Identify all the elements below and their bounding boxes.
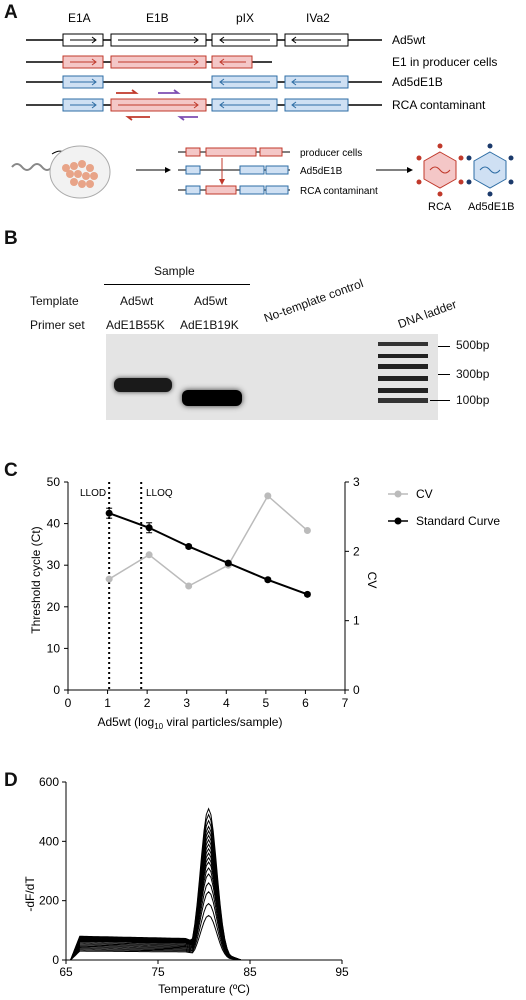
x-tick-label: 3: [183, 696, 190, 710]
data-point: [303, 590, 311, 598]
lane2-primer: AdE1B19K: [180, 318, 239, 332]
y-tick-label-left: 0: [53, 683, 60, 697]
y-tick-label-left: 30: [47, 558, 61, 572]
lane1-primer: AdE1B55K: [106, 318, 165, 332]
x-tick-label: 85: [243, 965, 257, 979]
y-axis-label-right: CV: [365, 572, 379, 589]
marker-tick-500: [438, 346, 450, 347]
ladder-band: [378, 354, 428, 358]
data-point: [185, 582, 193, 590]
y-tick-label-right: 0: [353, 683, 360, 697]
x-tick-label: 5: [263, 696, 270, 710]
data-point: [303, 527, 311, 535]
ladder-band: [378, 398, 428, 403]
y-tick-label-left: 20: [47, 600, 61, 614]
construct-label-ad5de1b: Ad5dE1B: [392, 75, 443, 89]
legend-standard-curve: Standard Curve: [416, 514, 500, 528]
ntc-label: No-template control: [262, 276, 366, 326]
primer-red-reverse: [125, 116, 150, 121]
data-point: [145, 551, 153, 559]
data-point: [224, 559, 232, 567]
panel-a-gene-map: E1A E1B pIX IVa2 Ad5wt E1 in producer ce…: [26, 11, 497, 121]
series-line: [108, 494, 308, 587]
data-point: [185, 542, 193, 550]
construct-label-rca: RCA contaminant: [392, 98, 486, 112]
panel-a-schematic: producer cells Ad5dE1B RCA contaminant R…: [11, 143, 514, 213]
melt-curve: [70, 807, 342, 961]
y-tick-label-right: 3: [353, 475, 360, 489]
x-tick-label: 6: [302, 696, 309, 710]
marker-100bp: 100bp: [456, 393, 490, 407]
ladder-band: [378, 376, 428, 381]
x-tick-label: 75: [151, 965, 165, 979]
gel-image: [106, 334, 438, 420]
gene-label-e1a: E1A: [68, 11, 91, 25]
virion-label-rca: RCA: [428, 201, 452, 213]
lloq-label: LLOQ: [146, 488, 173, 499]
construct-label-producer: E1 in producer cells: [392, 55, 497, 69]
y-tick-label-right: 2: [353, 544, 360, 558]
marker-300bp: 300bp: [456, 367, 490, 381]
panel-c-letter: C: [4, 460, 18, 481]
x-tick-label: 95: [335, 965, 349, 979]
panel-d-chart: 65 75 85 95 0 200 400 600 -dF/dT Temperature (º…: [23, 775, 349, 996]
legend-cv: CV: [416, 487, 433, 501]
series-line: [108, 512, 308, 596]
y-tick-label: 0: [52, 953, 59, 967]
ladder-band: [378, 388, 428, 393]
x-tick-label: 7: [342, 696, 349, 710]
y-tick-label: 600: [39, 775, 59, 789]
x-tick-label: 4: [223, 696, 230, 710]
panel-a-letter: A: [4, 2, 18, 23]
virion-label-ad5de1b: Ad5dE1B: [468, 201, 514, 213]
x-tick-label: 65: [59, 965, 73, 979]
y-axis-label: -dF/dT: [23, 876, 37, 912]
data-point: [145, 524, 153, 532]
y-tick-label-left: 50: [47, 475, 61, 489]
x-axis-label: Temperature (ºC): [158, 982, 250, 996]
gene-label-pix: pIX: [236, 11, 254, 25]
y-tick-label: 200: [39, 894, 59, 908]
panel-b-letter: B: [4, 228, 18, 249]
y-tick-label-right: 1: [353, 614, 360, 628]
x-tick-label: 0: [65, 696, 72, 710]
marker-500bp: 500bp: [456, 338, 490, 352]
y-tick-label-left: 40: [47, 517, 61, 531]
primer-purple-forward: [158, 89, 181, 94]
lane1-template: Ad5wt: [120, 294, 154, 308]
ladder-band: [378, 364, 428, 369]
y-tick-label: 400: [39, 834, 59, 848]
x-axis-label: Ad5wt (log10 viral particles/sample): [98, 715, 283, 731]
ladder-band: [378, 342, 428, 346]
ladder-label: DNA ladder: [396, 297, 459, 332]
data-point: [105, 509, 113, 517]
data-point: [105, 575, 113, 583]
marker-tick-100: [430, 400, 450, 401]
x-tick-label: 2: [144, 696, 151, 710]
sample-header: Sample: [154, 264, 195, 278]
sample-header-rule: [104, 284, 250, 285]
construct-label-ad5wt: Ad5wt: [392, 33, 426, 47]
y-tick-label-left: 10: [47, 641, 61, 655]
data-point: [264, 576, 272, 584]
schematic-label-rca: RCA contaminant: [300, 186, 378, 197]
schematic-label-ad5de1b: Ad5dE1B: [300, 166, 343, 177]
primer-purple-reverse: [177, 116, 198, 121]
marker-tick-300: [438, 374, 450, 375]
data-point: [264, 492, 272, 500]
row-label-template: Template: [30, 294, 79, 308]
lane2-template: Ad5wt: [194, 294, 228, 308]
gene-label-iva2: IVa2: [306, 11, 330, 25]
band-lane1: [114, 378, 172, 392]
y-axis-label-left: Threshold cycle (Ct): [29, 526, 43, 633]
schematic-label-producer: producer cells: [300, 148, 362, 159]
x-tick-label: 1: [104, 696, 111, 710]
panel-d-letter: D: [4, 770, 18, 791]
row-label-primer: Primer set: [30, 318, 85, 332]
primer-red-forward: [116, 89, 139, 94]
gene-label-e1b: E1B: [146, 11, 169, 25]
llod-label: LLOD: [80, 488, 106, 499]
band-lane2: [182, 390, 242, 406]
